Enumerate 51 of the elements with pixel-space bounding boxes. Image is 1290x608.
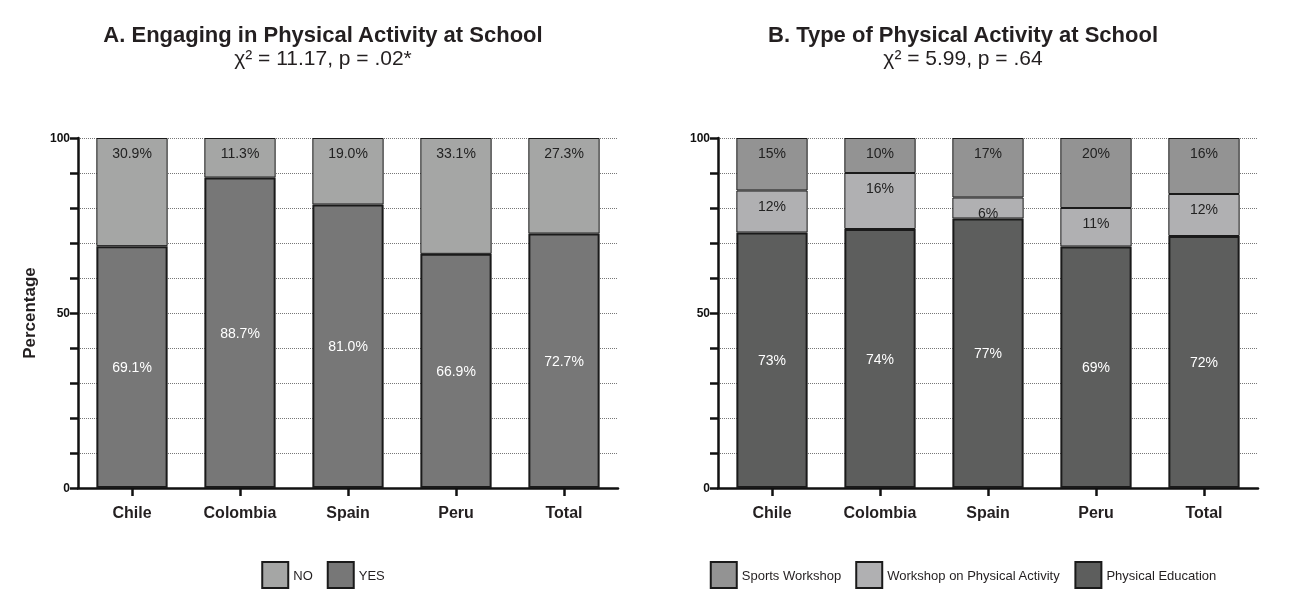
data-label: 77% — [973, 345, 1003, 362]
legend-label: NO — [293, 567, 313, 583]
data-label: 73% — [757, 352, 787, 369]
data-label: 69.1% — [112, 359, 152, 376]
data-label: 69% — [1081, 359, 1111, 376]
data-label: 72.7% — [544, 352, 584, 369]
data-label: 33.1% — [436, 145, 476, 161]
x-tick-label: Colombia — [203, 503, 277, 521]
y-tick-label: 0 — [63, 481, 71, 495]
y-axis-title: Percentage — [20, 267, 39, 359]
legend-label: YES — [358, 567, 386, 583]
chart-subtitle: χ² = 5.99, p = .64 — [883, 46, 1043, 69]
y-tick-label: 50 — [56, 306, 71, 320]
x-tick-label: Total — [545, 503, 583, 521]
data-label: 30.9% — [112, 145, 152, 161]
data-label: 27.3% — [544, 145, 584, 161]
y-tick-label: 100 — [689, 131, 711, 145]
data-label: 72% — [1189, 354, 1219, 370]
x-tick-label: Total — [1185, 503, 1223, 521]
data-label: 12% — [757, 197, 787, 214]
data-label: 11% — [1082, 215, 1110, 231]
data-label: 81.0% — [328, 338, 368, 355]
x-tick-label: Spain — [966, 503, 1010, 521]
data-label: 6% — [977, 204, 999, 221]
x-tick-label: Chile — [752, 503, 792, 521]
x-tick-label: Spain — [326, 503, 370, 521]
legend-label: Sports Workshop — [741, 567, 842, 583]
data-label: 10% — [865, 145, 895, 161]
data-label: 17% — [973, 145, 1003, 161]
chart-title: B. Type of Physical Activity at School — [768, 21, 1158, 47]
x-tick-label: Chile — [112, 503, 152, 521]
chart-title: A. Engaging in Physical Activity at School — [103, 21, 543, 47]
data-label: 19.0% — [328, 145, 368, 161]
data-label: 12% — [1189, 201, 1219, 217]
y-tick-label: 100 — [49, 131, 71, 145]
x-tick-label: Colombia — [843, 503, 917, 521]
legend-label: Physical Education — [1106, 567, 1217, 583]
y-tick-label: 0 — [703, 481, 711, 495]
x-tick-label: Peru — [1078, 503, 1114, 521]
data-label: 20% — [1081, 145, 1111, 161]
data-label: 16% — [1189, 145, 1219, 161]
data-label: 88.7% — [220, 324, 260, 341]
y-tick-label: 50 — [696, 306, 711, 320]
legend-label: Workshop on Physical Activity — [887, 567, 1061, 583]
data-label: 16% — [865, 180, 895, 196]
data-label: 66.9% — [436, 362, 476, 379]
data-label: 11.3% — [220, 145, 260, 161]
data-label: 74% — [865, 350, 895, 367]
x-tick-label: Peru — [438, 503, 474, 521]
chart-subtitle: χ² = 11.17, p = .02* — [234, 46, 412, 69]
data-label: 15% — [757, 145, 787, 161]
